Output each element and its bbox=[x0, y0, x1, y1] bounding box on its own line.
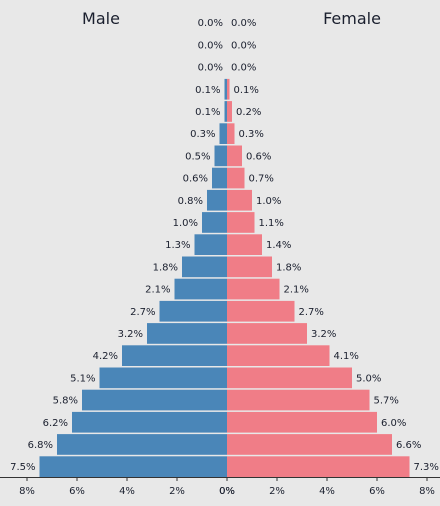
male-bar bbox=[82, 389, 227, 411]
female-bar bbox=[227, 256, 272, 278]
male-bar bbox=[182, 256, 227, 278]
female-value-label: 1.0% bbox=[256, 196, 281, 207]
female-bar bbox=[227, 123, 235, 144]
male-bar bbox=[214, 145, 227, 167]
x-tick-label-right: 0% bbox=[219, 486, 235, 497]
male-value-label: 0.0% bbox=[198, 18, 223, 29]
male-value-label: 2.1% bbox=[145, 285, 170, 296]
male-bar bbox=[202, 212, 227, 233]
female-bar bbox=[227, 456, 410, 477]
female-value-label: 0.7% bbox=[249, 174, 274, 185]
female-bar bbox=[227, 434, 392, 455]
male-value-label: 2.7% bbox=[130, 307, 155, 318]
female-value-label: 2.1% bbox=[284, 285, 309, 296]
female-bar bbox=[227, 101, 232, 122]
male-value-label: 1.8% bbox=[153, 262, 178, 273]
male-bar bbox=[219, 123, 227, 144]
female-value-label: 5.0% bbox=[356, 373, 381, 384]
male-value-label: 3.2% bbox=[118, 329, 143, 340]
male-value-label: 0.0% bbox=[198, 63, 223, 74]
x-tick-label-left: 2% bbox=[169, 486, 185, 497]
male-header: Male bbox=[82, 9, 120, 28]
female-bar bbox=[227, 411, 377, 433]
female-bar bbox=[227, 389, 370, 411]
female-value-label: 0.3% bbox=[239, 129, 264, 140]
male-value-label: 4.2% bbox=[93, 351, 118, 362]
male-value-label: 6.2% bbox=[43, 418, 68, 429]
male-bar bbox=[224, 101, 227, 122]
female-bar bbox=[227, 323, 307, 344]
x-axis: 8% 6% 4% 2% 0%0% 2% 4% 6% 8% bbox=[0, 477, 440, 497]
female-value-label: 3.2% bbox=[311, 329, 336, 340]
x-tick-label-left: 8% bbox=[19, 486, 35, 497]
male-value-label: 5.8% bbox=[53, 396, 78, 407]
male-bar bbox=[207, 189, 227, 211]
female-value-label: 7.3% bbox=[414, 462, 439, 473]
male-bar bbox=[212, 167, 227, 189]
female-header: Female bbox=[323, 9, 381, 28]
female-value-label: 0.0% bbox=[231, 40, 256, 51]
male-bar bbox=[99, 367, 227, 389]
x-tick-label-right: 4% bbox=[319, 486, 335, 497]
female-value-label: 6.6% bbox=[396, 440, 421, 451]
female-value-label: 1.8% bbox=[276, 262, 301, 273]
male-bar bbox=[147, 323, 227, 344]
male-value-label: 0.3% bbox=[190, 129, 215, 140]
male-value-label: 0.8% bbox=[178, 196, 203, 207]
x-tick-label-left: 0% bbox=[219, 486, 235, 497]
female-value-label: 0.2% bbox=[236, 107, 261, 118]
male-bar bbox=[224, 78, 227, 100]
male-value-label: 6.8% bbox=[28, 440, 53, 451]
male-value-label: 0.0% bbox=[198, 40, 223, 51]
female-bar bbox=[227, 212, 255, 233]
male-bar bbox=[174, 278, 227, 300]
male-bar bbox=[72, 411, 227, 433]
male-value-label: 0.1% bbox=[195, 107, 220, 118]
male-value-label: 0.1% bbox=[195, 85, 220, 96]
female-bar bbox=[227, 278, 280, 300]
female-bar bbox=[227, 78, 230, 100]
male-value-label: 7.5% bbox=[10, 462, 35, 473]
female-bar bbox=[227, 234, 262, 255]
male-value-label: 1.3% bbox=[165, 240, 190, 251]
female-value-label: 0.0% bbox=[231, 63, 256, 74]
male-bar bbox=[122, 345, 227, 366]
male-value-label: 5.1% bbox=[70, 373, 95, 384]
female-bar bbox=[227, 300, 295, 322]
female-value-label: 1.1% bbox=[259, 218, 284, 229]
bars-group: 7.5% 7.3% 6.8% 6.6% 6.2% 6.0% 5.8% 5.7% 5.1% 5.0%… bbox=[10, 18, 439, 477]
female-bar bbox=[227, 367, 352, 389]
x-tick-label-right: 6% bbox=[369, 486, 385, 497]
x-tick-label-left: 4% bbox=[119, 486, 135, 497]
male-bar bbox=[57, 434, 227, 455]
female-value-label: 0.0% bbox=[231, 18, 256, 29]
x-tick-label-right: 8% bbox=[419, 486, 435, 497]
female-value-label: 5.7% bbox=[374, 396, 399, 407]
x-tick-label-right: 2% bbox=[269, 486, 285, 497]
x-tick-label-left: 6% bbox=[69, 486, 85, 497]
female-bar bbox=[227, 145, 242, 167]
female-value-label: 4.1% bbox=[334, 351, 359, 362]
female-bar bbox=[227, 345, 330, 366]
female-value-label: 0.1% bbox=[234, 85, 259, 96]
male-value-label: 0.6% bbox=[183, 174, 208, 185]
female-bar bbox=[227, 167, 245, 189]
female-value-label: 2.7% bbox=[299, 307, 324, 318]
female-value-label: 6.0% bbox=[381, 418, 406, 429]
male-bar bbox=[194, 234, 227, 255]
female-bar bbox=[227, 189, 252, 211]
female-value-label: 1.4% bbox=[266, 240, 291, 251]
male-bar bbox=[159, 300, 227, 322]
male-bar bbox=[39, 456, 227, 477]
female-value-label: 0.6% bbox=[246, 151, 271, 162]
male-value-label: 0.5% bbox=[185, 151, 210, 162]
male-value-label: 1.0% bbox=[173, 218, 198, 229]
